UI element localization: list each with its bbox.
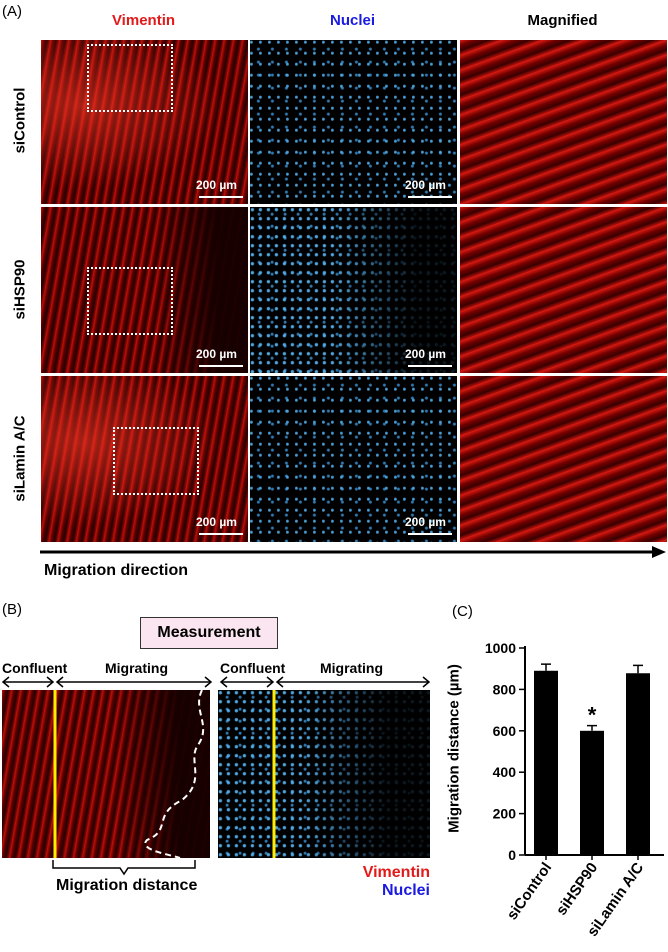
y-tick-label: 800 (493, 681, 517, 697)
row-label-sihsp90: siHSP90 (11, 259, 29, 320)
column-header-nuclei: Nuclei (329, 12, 375, 29)
magnified-image-sihsp90 (460, 207, 667, 373)
y-tick-label: 200 (493, 806, 517, 822)
scale-bar (199, 196, 243, 198)
scale-bar (199, 365, 243, 367)
vimentin-image-silamin: 200 µm (41, 376, 248, 542)
nuclei-image-sihsp90: 200 µm (250, 207, 457, 373)
migration-distance-bracket (52, 860, 196, 876)
nuclei-image-sicontrol: 200 µm (250, 40, 457, 204)
scale-bar (408, 533, 452, 535)
row-label-sicontrol: siControl (11, 87, 29, 154)
scale-bar (408, 196, 452, 198)
x-category-label: siHSP90 (553, 860, 601, 919)
magnified-image-sicontrol (460, 40, 667, 204)
bar-0 (534, 670, 558, 855)
magnify-region-box (87, 44, 173, 112)
y-tick-label: 600 (493, 723, 517, 739)
scale-bar (408, 365, 452, 367)
y-tick-label: 1000 (485, 640, 516, 656)
vimentin-image-sicontrol: 200 µm (41, 40, 248, 204)
y-tick-label: 0 (508, 847, 516, 863)
panel-b-letter: (B) (2, 601, 22, 618)
confluent-boundary-line (272, 690, 276, 858)
scale-label: 200 µm (196, 347, 237, 361)
panel-c-letter: (C) (452, 603, 473, 620)
x-category-label: siControl (504, 860, 556, 924)
magnify-region-box (87, 267, 173, 335)
vimentin-image-sihsp90: 200 µm (41, 207, 248, 373)
measurement-vimentin-image (2, 690, 210, 858)
scale-label: 200 µm (196, 178, 237, 192)
confluent-arrow-right (219, 676, 431, 688)
scale-label: 200 µm (405, 347, 446, 361)
legend-nuclei: Nuclei (381, 882, 430, 899)
legend-vimentin: Vimentin (362, 864, 430, 881)
magnified-image-silamin (460, 376, 667, 542)
migration-direction-arrow (40, 546, 666, 558)
bar-2 (626, 673, 650, 855)
bar-1 (580, 730, 604, 855)
significance-mark: * (588, 703, 597, 728)
confluent-arrow-left (1, 676, 213, 688)
migrating-label-left: Migrating (105, 660, 168, 676)
panel-a-letter: (A) (2, 3, 22, 20)
migration-front-outline (53, 690, 205, 858)
nuclei-image-silamin: 200 µm (250, 376, 457, 542)
migration-distance-chart: 02004006008001000siControl*siHSP90siLami… (485, 640, 664, 940)
migration-direction-label: Migration direction (44, 562, 188, 579)
y-tick-label: 400 (493, 764, 517, 780)
confluent-label-right: Confluent (220, 660, 286, 676)
scale-bar (199, 533, 243, 535)
scale-label: 200 µm (196, 515, 237, 529)
measurement-nuclei-image (218, 690, 430, 858)
scale-label: 200 µm (405, 178, 446, 192)
scale-label: 200 µm (405, 515, 446, 529)
confluent-label-left: Confluent (2, 660, 68, 676)
column-header-vimentin: Vimentin (111, 12, 176, 29)
row-label-silamin: siLamin A/C (11, 415, 29, 502)
magnify-region-box (113, 427, 199, 495)
measurement-label-box: Measurement (140, 617, 278, 649)
column-header-magnified: Magnified (527, 12, 598, 29)
migrating-label-right: Migrating (320, 660, 383, 676)
migration-distance-label: Migration distance (56, 877, 198, 894)
